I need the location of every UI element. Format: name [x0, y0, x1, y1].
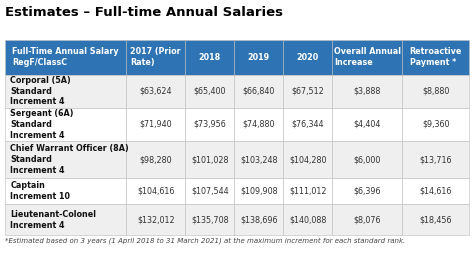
- Bar: [5, 141, 126, 178]
- Text: $67,512: $67,512: [292, 87, 324, 96]
- Text: *Estimated based on 3 years (1 April 2018 to 31 March 2021) at the maximum incre: *Estimated based on 3 years (1 April 201…: [5, 238, 405, 244]
- Text: $8,880: $8,880: [422, 87, 449, 96]
- Text: $104,280: $104,280: [289, 155, 327, 164]
- Bar: [185, 75, 235, 108]
- Bar: [283, 75, 332, 108]
- Text: $9,360: $9,360: [422, 120, 449, 129]
- Bar: [235, 178, 283, 204]
- Bar: [402, 108, 469, 141]
- Text: 2019: 2019: [248, 53, 270, 62]
- Bar: [235, 141, 283, 178]
- Bar: [126, 108, 185, 141]
- Text: Chief Warrant Officer (8A)
Standard
Increment 4: Chief Warrant Officer (8A) Standard Incr…: [10, 144, 129, 175]
- Text: 2017 (Prior
Rate): 2017 (Prior Rate): [130, 47, 181, 67]
- Text: $6,000: $6,000: [354, 155, 381, 164]
- Bar: [235, 75, 283, 108]
- Text: 2018: 2018: [199, 53, 221, 62]
- Bar: [126, 75, 185, 108]
- Text: $140,088: $140,088: [289, 215, 327, 224]
- Bar: [283, 108, 332, 141]
- Bar: [126, 141, 185, 178]
- Text: $8,076: $8,076: [354, 215, 381, 224]
- Bar: [126, 204, 185, 235]
- Bar: [5, 178, 126, 204]
- Text: $101,028: $101,028: [191, 155, 228, 164]
- Bar: [126, 40, 185, 75]
- Text: $6,396: $6,396: [354, 187, 381, 196]
- Text: $71,940: $71,940: [139, 120, 172, 129]
- Bar: [402, 40, 469, 75]
- Text: $3,888: $3,888: [354, 87, 381, 96]
- Text: Retroactive
Payment *: Retroactive Payment *: [410, 47, 462, 67]
- Bar: [283, 40, 332, 75]
- Text: $66,840: $66,840: [243, 87, 275, 96]
- Text: $132,012: $132,012: [137, 215, 174, 224]
- Bar: [332, 141, 402, 178]
- Bar: [235, 108, 283, 141]
- Text: Corporal (5A)
Standard
Increment 4: Corporal (5A) Standard Increment 4: [10, 76, 71, 106]
- Bar: [185, 108, 235, 141]
- Text: $138,696: $138,696: [240, 215, 278, 224]
- Bar: [185, 40, 235, 75]
- Bar: [402, 204, 469, 235]
- Bar: [126, 178, 185, 204]
- Bar: [283, 141, 332, 178]
- Text: $135,708: $135,708: [191, 215, 229, 224]
- Text: $73,956: $73,956: [193, 120, 226, 129]
- Bar: [5, 108, 126, 141]
- Bar: [185, 141, 235, 178]
- Text: $76,344: $76,344: [292, 120, 324, 129]
- Text: $104,616: $104,616: [137, 187, 174, 196]
- Text: Overall Annual
Increase: Overall Annual Increase: [334, 47, 401, 67]
- Bar: [402, 141, 469, 178]
- Text: $98,280: $98,280: [139, 155, 172, 164]
- Text: $109,908: $109,908: [240, 187, 278, 196]
- Text: Captain
Increment 10: Captain Increment 10: [10, 181, 71, 201]
- Text: Sergeant (6A)
Standard
Increment 4: Sergeant (6A) Standard Increment 4: [10, 109, 74, 140]
- Text: Full-Time Annual Salary
RegF/ClassC: Full-Time Annual Salary RegF/ClassC: [12, 47, 118, 67]
- Bar: [5, 40, 126, 75]
- Text: $65,400: $65,400: [194, 87, 226, 96]
- Bar: [332, 204, 402, 235]
- Text: $63,624: $63,624: [139, 87, 172, 96]
- Bar: [283, 178, 332, 204]
- Bar: [5, 204, 126, 235]
- Bar: [235, 204, 283, 235]
- Text: $103,248: $103,248: [240, 155, 278, 164]
- Text: 2020: 2020: [297, 53, 319, 62]
- Bar: [5, 75, 126, 108]
- Text: Lieutenant-Colonel
Increment 4: Lieutenant-Colonel Increment 4: [10, 210, 96, 230]
- Bar: [332, 75, 402, 108]
- Bar: [185, 178, 235, 204]
- Bar: [402, 75, 469, 108]
- Bar: [185, 204, 235, 235]
- Bar: [332, 108, 402, 141]
- Text: $18,456: $18,456: [419, 215, 452, 224]
- Text: $4,404: $4,404: [354, 120, 381, 129]
- Bar: [235, 40, 283, 75]
- Bar: [402, 178, 469, 204]
- Bar: [332, 40, 402, 75]
- Text: $111,012: $111,012: [289, 187, 327, 196]
- Text: $14,616: $14,616: [419, 187, 452, 196]
- Bar: [283, 204, 332, 235]
- Text: $74,880: $74,880: [243, 120, 275, 129]
- Bar: [332, 178, 402, 204]
- Text: $13,716: $13,716: [419, 155, 452, 164]
- Text: $107,544: $107,544: [191, 187, 229, 196]
- Text: Estimates – Full-time Annual Salaries: Estimates – Full-time Annual Salaries: [5, 6, 283, 20]
